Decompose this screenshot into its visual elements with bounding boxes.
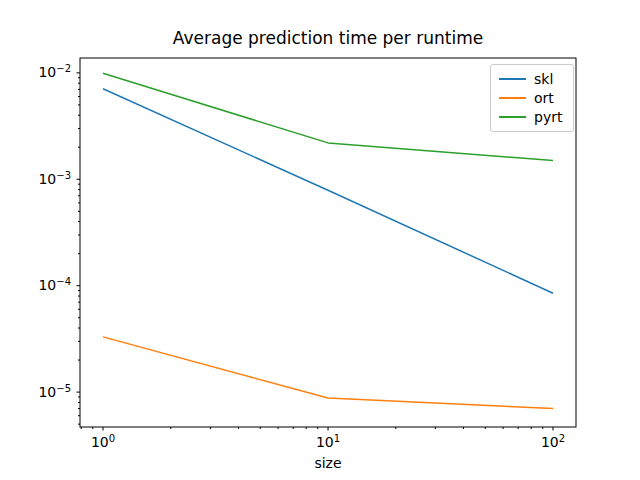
y-tick-label: 10−2 xyxy=(38,63,71,80)
legend: skl ort pyrt xyxy=(490,64,574,132)
y-tick-label: 10−3 xyxy=(38,170,71,187)
x-axis-ticks xyxy=(81,427,553,431)
series-line-skl xyxy=(103,89,553,294)
series-line-ort xyxy=(103,337,553,409)
legend-label: ort xyxy=(534,91,554,105)
y-tick-label: 10−5 xyxy=(38,383,71,400)
legend-item-skl: skl xyxy=(499,72,565,86)
legend-line-sample-skl xyxy=(499,78,526,80)
legend-label: skl xyxy=(534,72,553,86)
figure: 100 101 102 10−2 10−3 10−4 10−5 Average predic… xyxy=(0,0,640,480)
y-axis-ticks xyxy=(77,73,81,424)
y-tick-label: 10−4 xyxy=(38,276,71,293)
series-line-pyrt xyxy=(103,73,553,160)
legend-item-pyrt: pyrt xyxy=(499,110,565,124)
chart-title: Average prediction time per runtime xyxy=(80,28,576,48)
x-axis-label: size xyxy=(80,455,576,471)
x-tick-label: 101 xyxy=(316,433,340,450)
x-tick-label: 102 xyxy=(541,433,565,450)
legend-item-ort: ort xyxy=(499,91,565,105)
legend-line-sample-ort xyxy=(499,97,526,99)
tick-labels: 100 101 102 10−2 10−3 10−4 10−5 xyxy=(38,63,565,450)
x-tick-label: 100 xyxy=(91,433,115,450)
legend-label: pyrt xyxy=(534,110,562,124)
legend-line-sample-pyrt xyxy=(499,116,526,118)
